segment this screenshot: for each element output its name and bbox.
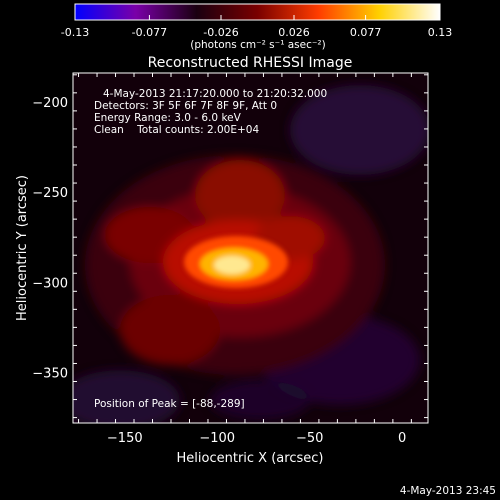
y-tick-label: −250 [32, 186, 68, 201]
colorbar-unit-label: (photons cm⁻² s⁻¹ asec⁻²) [190, 39, 325, 51]
y-tick-label: −300 [32, 276, 68, 291]
purple-region [73, 370, 180, 423]
annotation-peak-position: Position of Peak = [-88,-289] [94, 398, 245, 410]
annotation-energy-range: Energy Range: 3.0 - 6.0 keV [94, 112, 242, 124]
emission-peak [214, 256, 250, 274]
purple-region [210, 380, 310, 420]
purple-region [290, 85, 428, 175]
colorbar-tick-label: 0.13 [428, 26, 453, 39]
plot-frame [72, 72, 429, 424]
axes: −150 −100 −50 0 −200 −250 −300 −350 [32, 73, 428, 446]
y-axis-label: Heliocentric Y (arcsec) [15, 175, 30, 321]
footer-timestamp: 4-May-2013 23:45 [400, 485, 496, 497]
colorbar-tick-label: -0.13 [61, 26, 89, 39]
colorbar-gradient [74, 3, 441, 21]
heatmap-image [73, 73, 428, 423]
x-tick-label: −150 [107, 431, 143, 446]
colorbar-ticks: -0.13 -0.077 -0.026 0.026 0.077 0.13 [61, 15, 452, 39]
emission-arm [195, 160, 285, 230]
annotation-time-range: 4-May-2013 21:17:20.000 to 21:20:32.000 [103, 88, 327, 100]
colorbar-tick-label: 0.077 [350, 26, 382, 39]
colorbar: -0.13 -0.077 -0.026 0.026 0.077 0.13 (photons… [61, 3, 452, 51]
x-tick-label: −100 [199, 431, 235, 446]
annotation-clean-counts: Clean Total counts: 2.00E+04 [94, 124, 259, 136]
x-tick-label: −50 [296, 431, 323, 446]
emission-arm [120, 295, 220, 365]
x-axis-label: Heliocentric X (arcsec) [177, 451, 324, 466]
chart-title: Reconstructed RHESSI Image [148, 55, 353, 71]
colorbar-tick-label: -0.026 [203, 26, 238, 39]
y-tick-label: −350 [32, 366, 68, 381]
y-tick-label: −200 [32, 96, 68, 111]
colorbar-tick-label: -0.077 [132, 26, 167, 39]
colorbar-tick-label: 0.026 [278, 26, 310, 39]
x-tick-label: 0 [398, 431, 406, 446]
annotation-detectors: Detectors: 3F 5F 6F 7F 8F 9F, Att 0 [94, 100, 277, 112]
